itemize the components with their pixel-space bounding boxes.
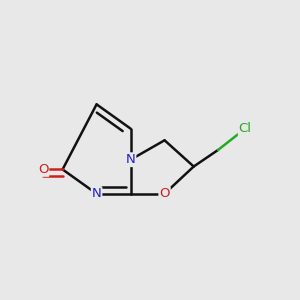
Text: O: O: [38, 163, 48, 176]
Text: N: N: [92, 187, 101, 200]
Text: N: N: [126, 153, 135, 166]
Text: O: O: [159, 187, 170, 200]
Text: Cl: Cl: [239, 122, 252, 135]
